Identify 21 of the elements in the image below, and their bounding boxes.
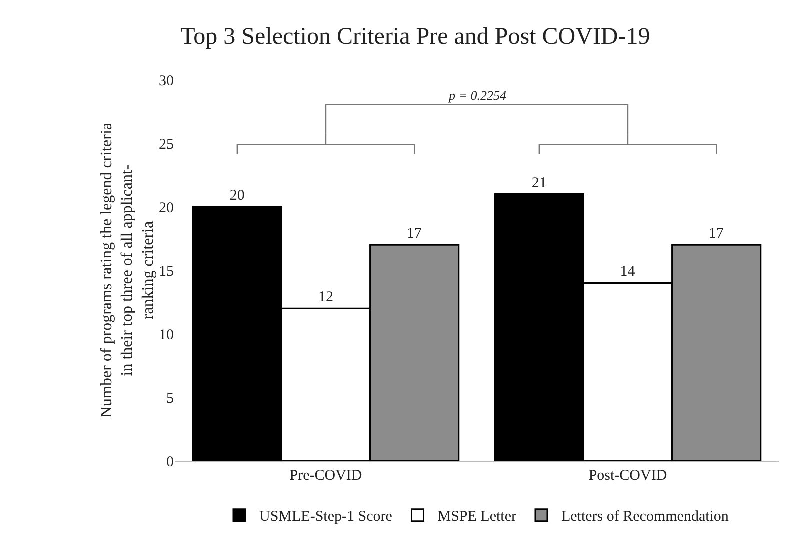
data-label: 21 <box>532 175 547 192</box>
legend-label: Letters of Recommendation <box>561 509 730 526</box>
data-label: 20 <box>230 188 245 204</box>
y-axis-title: Number of programs rating the legend criteria in their top three of all applicant-ranking criteria <box>98 123 157 418</box>
annotation: p = 0.2254 <box>448 88 508 103</box>
x-tick-label: Post-COVID <box>588 468 668 484</box>
y-tick-label: 25 <box>159 136 174 153</box>
data-label: 17 <box>708 226 724 242</box>
data-label: 14 <box>620 264 636 280</box>
x-tick-label: Pre-COVID <box>290 468 362 484</box>
chart-title: Top 3 Selection Criteria Pre and Post COVID-19 <box>180 24 650 50</box>
legend-label: USMLE-Step-1 Score <box>260 509 393 526</box>
legend-label: MSPE Letter <box>438 509 516 526</box>
y-tick-label: 15 <box>159 264 174 280</box>
y-tick-label: 5 <box>166 390 174 407</box>
y-tick-label: 20 <box>159 200 174 216</box>
data-label: 17 <box>406 226 422 242</box>
y-tick-label: 10 <box>159 327 174 344</box>
y-tick-label: 0 <box>166 454 174 470</box>
y-tick-label: 30 <box>159 73 174 90</box>
data-label: 12 <box>318 290 334 306</box>
